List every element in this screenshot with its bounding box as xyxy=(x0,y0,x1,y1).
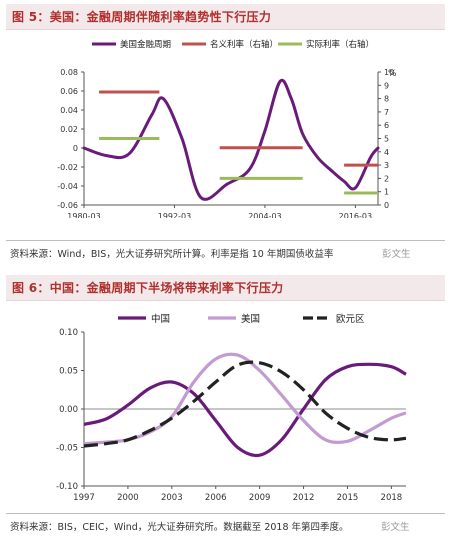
c1-x-tick-label: 2004-03 xyxy=(248,212,281,218)
c1-axes: 0.080.060.040.020-0.02-0.04-0.0610987654… xyxy=(57,68,394,218)
figure-6-source: 资料来源：BIS，CEIC，Wind，光大证券研究所。数据截至 2018 年第四… xyxy=(10,522,349,533)
c2-legend-label: 中国 xyxy=(151,313,170,325)
c1-line-financial-cycle xyxy=(82,78,380,201)
c2-y-tick-label: 0.05 xyxy=(59,367,78,377)
c1-right-tick-label: 8 xyxy=(384,95,389,104)
c2-x-tick-label: 2009 xyxy=(249,493,271,503)
c2-x-tick-label: 2006 xyxy=(205,493,227,503)
c2-x-tick-label: 2003 xyxy=(161,493,183,503)
c2-y-tick-label: 0.10 xyxy=(59,328,78,338)
c1-right-tick-label: 1 xyxy=(384,188,389,197)
c1-right-tick-label: 10 xyxy=(384,68,394,77)
c1-right-tick-label: 6 xyxy=(384,121,389,130)
separator-2 xyxy=(6,513,445,514)
c2-line-china xyxy=(83,362,407,458)
c1-right-tick-label: 5 xyxy=(384,135,389,144)
c2-x-tick-label: 2012 xyxy=(293,493,315,503)
c2-marks xyxy=(83,352,407,458)
c1-right-tick-label: 0 xyxy=(384,201,389,210)
c2-x-tick-label: 1997 xyxy=(73,493,95,503)
c1-legend-label: 美国金融周期 xyxy=(120,39,171,50)
c2-y-tick-label: -0.05 xyxy=(56,444,78,454)
c1-left-tick-label: 0.02 xyxy=(60,125,78,134)
chart-us-financial-cycle: 0.080.060.040.020-0.02-0.04-0.0610987654… xyxy=(57,39,397,218)
c1-right-axis-unit: % xyxy=(388,69,397,79)
c2-y-tick-label: 0.00 xyxy=(59,405,78,415)
c2-legend-label: 美国 xyxy=(241,313,260,325)
c1-left-tick-label: -0.02 xyxy=(57,163,78,172)
c1-right-tick-label: 7 xyxy=(384,108,389,117)
c2-x-tick-label: 2018 xyxy=(381,493,403,503)
c2-legend: 中国 美国 欧元区 xyxy=(118,313,365,325)
c1-right-tick-label: 3 xyxy=(384,161,389,170)
c2-line-euro-area xyxy=(83,360,407,448)
c1-right-tick-label: 4 xyxy=(384,148,389,157)
figure-5-title: 图 5：美国：金融周期伴随利率趋势性下行压力 xyxy=(6,4,445,30)
c1-left-tick-label: 0.08 xyxy=(60,68,78,77)
c1-x-tick-label: 2016-03 xyxy=(339,212,372,218)
figure-5-source: 资料来源：Wind，BIS，光大证券研究所计算。利率是指 10 年期国债收益率 xyxy=(10,249,334,260)
c1-left-tick-label: 0.04 xyxy=(60,106,78,115)
c1-legend: 美国金融周期 名义利率（右轴） 实际利率（右轴） xyxy=(92,39,374,50)
c1-left-tick-label: -0.04 xyxy=(57,182,78,191)
c2-y-tick-label: -0.10 xyxy=(56,482,78,492)
c1-right-tick-label: 2 xyxy=(384,174,389,183)
c1-left-tick-label: -0.06 xyxy=(57,201,78,210)
c1-left-tick-label: 0.06 xyxy=(60,87,78,96)
figure-6-watermark: 彭文生 xyxy=(381,522,410,533)
c2-legend-label: 欧元区 xyxy=(336,313,365,325)
c1-x-tick-label: 1980-03 xyxy=(67,212,100,218)
figure-5-watermark: 彭文生 xyxy=(382,249,411,260)
c1-legend-label: 名义利率（右轴） xyxy=(210,39,278,50)
c1-right-tick-label: 9 xyxy=(384,81,389,90)
c1-x-tick-label: 1992-03 xyxy=(158,212,191,218)
figure-6-title: 图 6：中国：金融周期下半场将带来利率下行压力 xyxy=(6,275,445,301)
c2-x-tick-label: 2015 xyxy=(337,493,359,503)
c1-marks xyxy=(82,78,380,201)
c1-legend-label: 实际利率（右轴） xyxy=(306,39,374,50)
separator-1 xyxy=(6,240,445,241)
c2-x-tick-label: 2000 xyxy=(117,493,139,503)
c2-line-us xyxy=(83,352,407,446)
c1-left-tick-label: 0 xyxy=(73,144,78,153)
